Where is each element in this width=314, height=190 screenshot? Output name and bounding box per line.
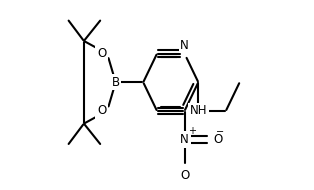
- Text: O: O: [180, 169, 189, 182]
- Text: N: N: [180, 39, 189, 51]
- Text: B: B: [111, 76, 120, 89]
- Text: O: O: [213, 133, 222, 146]
- Text: N: N: [180, 133, 189, 146]
- Text: NH: NH: [190, 104, 207, 117]
- Text: O: O: [97, 104, 106, 117]
- Text: +: +: [188, 126, 196, 136]
- Text: O: O: [97, 47, 106, 60]
- Text: −: −: [216, 127, 224, 137]
